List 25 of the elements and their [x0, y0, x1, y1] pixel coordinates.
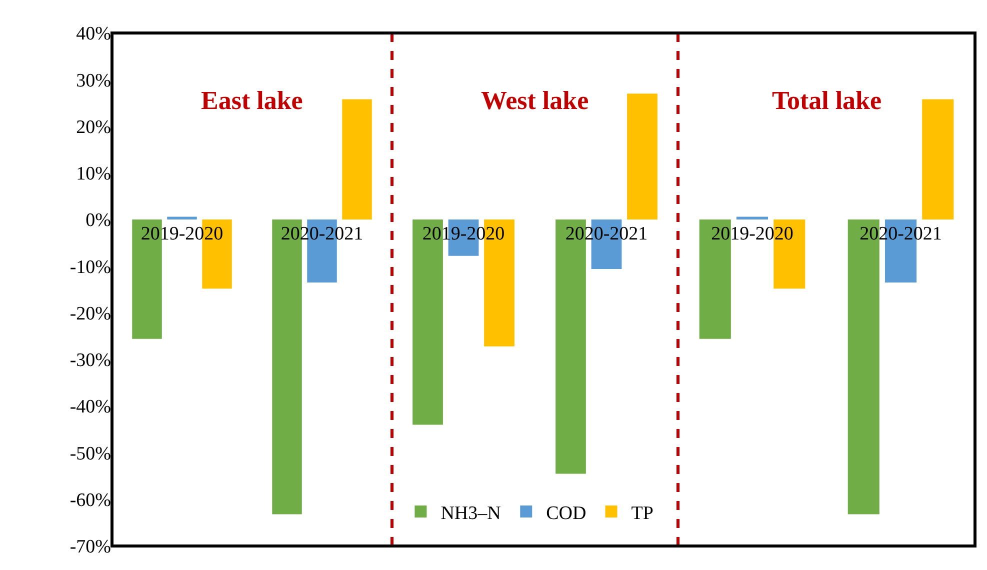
- bar: [342, 99, 372, 220]
- text: Total lake: [772, 86, 882, 115]
- x-tick-label: 2020-2021: [565, 224, 648, 245]
- y-tick-label: 40%: [76, 24, 112, 45]
- y-tick-label: -50%: [70, 443, 112, 464]
- y-tick-label: 30%: [76, 70, 112, 92]
- legend-label: COD: [546, 502, 586, 524]
- y-tick-label: 20%: [76, 116, 112, 138]
- y-tick-label: -10%: [70, 256, 112, 278]
- x-tick-label: 2020-2021: [280, 224, 364, 245]
- y-tick-label: 0%: [86, 210, 112, 232]
- x-tick-label: 2020-2021: [860, 224, 942, 245]
- legend-label: TP: [631, 502, 654, 524]
- x-tick-label: 2019-2020: [140, 224, 224, 245]
- text: East lake: [201, 86, 303, 115]
- y-tick-label: 10%: [76, 164, 112, 185]
- y-tick-label: -70%: [70, 536, 112, 558]
- y-tick-label: -40%: [70, 396, 112, 418]
- bar: [167, 216, 197, 220]
- y-tick-label: -60%: [70, 490, 112, 512]
- text: West lake: [481, 86, 589, 115]
- y-tick-label: -30%: [70, 350, 112, 372]
- y-tick-label: -20%: [70, 303, 112, 324]
- legend-label: NH3–N: [440, 502, 502, 524]
- x-tick-label: 2019-2020: [422, 224, 505, 245]
